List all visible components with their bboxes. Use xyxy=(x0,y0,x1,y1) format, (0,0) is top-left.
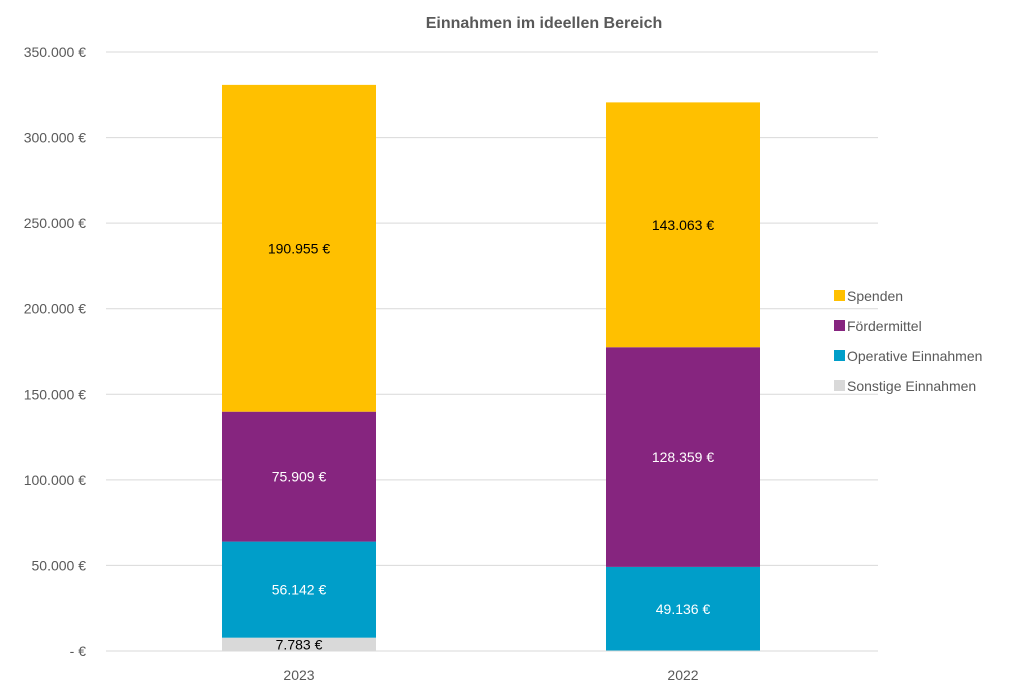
legend-swatch xyxy=(834,290,845,301)
gridlines xyxy=(106,51,878,652)
y-tick-label: 300.000 € xyxy=(24,130,86,146)
bar-segment xyxy=(606,347,760,567)
data-label: 56.142 € xyxy=(272,582,327,598)
bars: 7.783 € 56.142 € 75.909 € 190.955 € 49.136 €… xyxy=(222,84,760,652)
chart-title: Einnahmen im ideellen Bereich xyxy=(426,15,663,32)
bar-segment xyxy=(222,541,376,638)
y-tick-label: 200.000 € xyxy=(24,301,86,317)
data-label: 49.136 € xyxy=(656,601,711,617)
y-tick-label: 50.000 € xyxy=(32,557,87,573)
legend-swatch xyxy=(834,350,845,361)
x-category-label: 2022 xyxy=(667,667,698,681)
legend-swatch xyxy=(834,380,845,391)
legend-label: Sonstige Einnahmen xyxy=(847,378,976,394)
bar-segment xyxy=(606,102,760,348)
bar-segment xyxy=(606,566,760,651)
y-tick-label: 100.000 € xyxy=(24,472,86,488)
y-tick-label: 350.000 € xyxy=(24,44,86,60)
bar-segment xyxy=(222,637,376,651)
data-label: 7.783 € xyxy=(276,636,323,652)
legend-label: Operative Einnahmen xyxy=(847,348,982,364)
y-axis-tick-labels: - € 50.000 € 100.000 € 150.000 € 200.000 € 25… xyxy=(24,44,87,659)
bar-segment xyxy=(222,84,376,412)
x-category-label: 2023 xyxy=(283,667,314,681)
legend-label: Spenden xyxy=(847,288,903,304)
y-tick-label: 250.000 € xyxy=(24,215,86,231)
data-label: 128.359 € xyxy=(652,449,714,465)
legend-label: Fördermittel xyxy=(847,318,922,334)
data-label: 190.955 € xyxy=(268,240,330,256)
data-label: 75.909 € xyxy=(272,469,327,485)
legend: Spenden Fördermittel Operative Einnahmen So… xyxy=(834,288,982,394)
y-tick-label: - € xyxy=(70,643,87,659)
legend-swatch xyxy=(834,320,845,331)
bar-segment xyxy=(222,411,376,542)
data-label: 143.063 € xyxy=(652,217,714,233)
y-tick-label: 150.000 € xyxy=(24,386,86,402)
x-axis-category-labels: 2023 2022 xyxy=(106,650,878,681)
